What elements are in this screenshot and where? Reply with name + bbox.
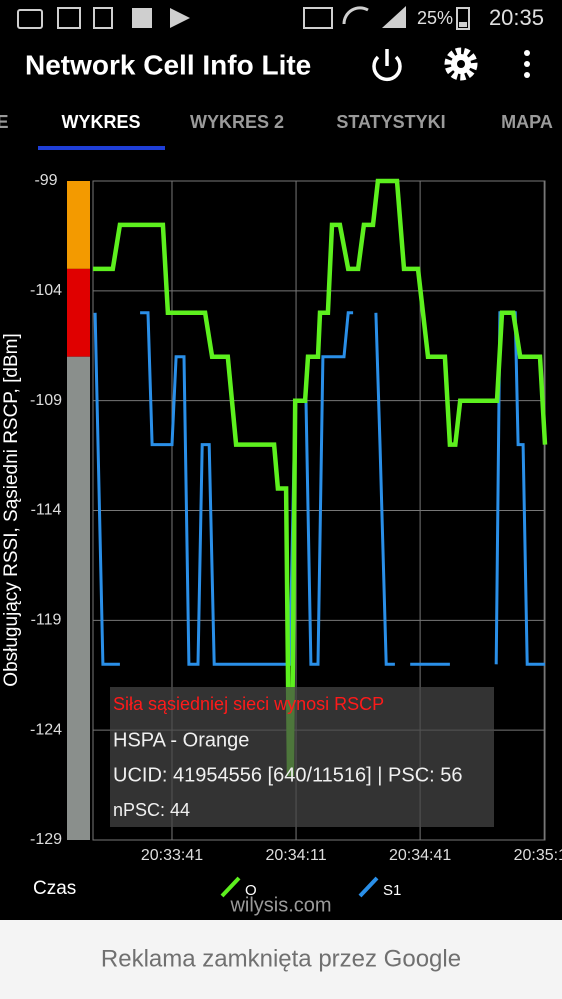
x-tick-label: 20:33:41: [141, 847, 203, 864]
tab[interactable]: STATYSTYKI: [336, 112, 445, 132]
y-axis-label: Obsługujący RSSI, Sąsiedni RSCP, [dBm]: [1, 333, 22, 686]
legend-swatch: [220, 876, 241, 898]
tooltip-line: HSPA - Orange: [113, 729, 249, 751]
tooltip-line: Siła sąsiedniej sieci wynosi RSCP: [113, 694, 384, 714]
tab-bar: IE WYKRES WYKRES 2 STATYSTYKI MAPA: [0, 112, 553, 132]
y-tick-label: -124: [30, 721, 62, 738]
battery-text: 25%: [417, 8, 453, 28]
chart: -99 -104 -109 -114 -119 -124 -129 20:33:41 20:34…: [1, 172, 562, 899]
clock: 20:35: [489, 5, 544, 30]
ad-area: [0, 920, 562, 999]
y-tick-label: -129: [30, 831, 62, 848]
menu-button[interactable]: [524, 50, 530, 78]
series-line: [93, 311, 545, 666]
icon: [303, 7, 333, 29]
x-tick-label: 20:34:11: [266, 847, 327, 864]
legend-label: S1: [383, 882, 401, 899]
series-line: [93, 178, 548, 777]
icon: [382, 6, 406, 28]
settings-icon[interactable]: [457, 60, 465, 68]
power-button[interactable]: [372, 49, 402, 82]
tooltip-box: [110, 687, 494, 827]
icon: [170, 8, 190, 28]
y-tick-label: -99: [34, 172, 57, 189]
tab[interactable]: MAPA: [501, 112, 553, 132]
icon: [132, 8, 152, 28]
legend-label: O: [245, 882, 257, 899]
status-icons: [17, 6, 470, 30]
y-tick-label: -114: [31, 502, 62, 519]
tab[interactable]: IE: [0, 112, 9, 132]
tab[interactable]: WYKRES: [61, 112, 140, 132]
icon: [342, 6, 369, 25]
app-title: Network Cell Info Lite: [25, 49, 311, 80]
y-tick-label: -119: [31, 612, 62, 629]
settings-icon[interactable]: [444, 47, 478, 81]
tab-indicator: [38, 146, 165, 150]
signal-band: [67, 356, 90, 840]
x-axis-label: Czas: [33, 878, 76, 899]
legend-swatch: [358, 876, 379, 898]
icon: [57, 7, 81, 29]
x-tick-label: 20:35:11: [514, 847, 562, 864]
tooltip-line: nPSC: 44: [113, 800, 190, 820]
menu-dot[interactable]: [524, 50, 530, 56]
menu-dot[interactable]: [524, 72, 530, 78]
signal-band: [67, 268, 90, 357]
tooltip-line: UCID: 41954556 [640/11516] | PSC: 56: [113, 764, 463, 786]
signal-band: [67, 181, 90, 269]
watermark: wilysis.com: [229, 894, 331, 916]
tab[interactable]: WYKRES 2: [190, 112, 284, 132]
x-tick-label: 20:34:41: [389, 847, 451, 864]
y-tick-label: -109: [30, 392, 62, 409]
icon: [93, 7, 113, 29]
battery-icon: [456, 7, 470, 30]
ad-notice: Reklama zamknięta przez Google: [101, 945, 461, 972]
power-icon[interactable]: [372, 55, 402, 82]
menu-dot[interactable]: [524, 61, 530, 67]
battery-level: [459, 22, 467, 27]
icon: [17, 9, 43, 29]
y-tick-label: -104: [30, 282, 62, 299]
settings-button[interactable]: [444, 47, 478, 81]
